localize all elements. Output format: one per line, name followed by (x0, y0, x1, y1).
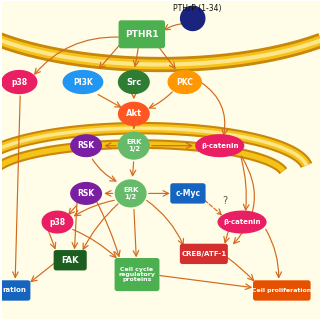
Text: p38: p38 (49, 218, 66, 227)
FancyBboxPatch shape (253, 280, 311, 301)
Text: c-Myc: c-Myc (175, 189, 201, 198)
Text: Src: Src (126, 77, 141, 86)
Ellipse shape (168, 71, 201, 93)
FancyBboxPatch shape (180, 244, 228, 264)
FancyBboxPatch shape (119, 20, 165, 48)
Ellipse shape (71, 183, 101, 204)
Circle shape (180, 6, 205, 30)
Text: Cell proliferation: Cell proliferation (252, 288, 311, 293)
Ellipse shape (119, 102, 149, 125)
Text: PKC: PKC (176, 77, 193, 86)
Ellipse shape (42, 211, 73, 233)
Ellipse shape (63, 71, 103, 93)
Text: ?: ? (222, 196, 228, 206)
Text: ration: ration (2, 287, 26, 293)
Text: Akt: Akt (126, 109, 142, 118)
Text: β-catenin: β-catenin (201, 143, 238, 149)
FancyBboxPatch shape (0, 280, 30, 301)
FancyBboxPatch shape (115, 258, 159, 291)
Text: PTHrP (1-34): PTHrP (1-34) (173, 4, 222, 13)
Text: PI3K: PI3K (73, 77, 93, 86)
Ellipse shape (218, 211, 266, 233)
Text: CREB/ATF-1: CREB/ATF-1 (181, 251, 227, 257)
Text: PTHR1: PTHR1 (125, 30, 159, 39)
Text: β-catenin: β-catenin (223, 219, 261, 225)
Text: RSK: RSK (77, 141, 95, 150)
Text: Cell cycle
regulatory
proteins: Cell cycle regulatory proteins (118, 267, 156, 283)
Ellipse shape (2, 71, 37, 93)
Text: RSK: RSK (77, 189, 95, 198)
Ellipse shape (119, 132, 149, 159)
Ellipse shape (119, 71, 149, 93)
FancyBboxPatch shape (170, 183, 205, 204)
Text: p38: p38 (11, 77, 27, 86)
Text: ERK
1/2: ERK 1/2 (126, 140, 141, 152)
Ellipse shape (196, 135, 244, 156)
Text: ERK
1/2: ERK 1/2 (123, 187, 139, 200)
Text: FAK: FAK (61, 256, 79, 265)
Ellipse shape (116, 180, 146, 207)
FancyBboxPatch shape (54, 250, 87, 270)
Ellipse shape (71, 135, 101, 156)
